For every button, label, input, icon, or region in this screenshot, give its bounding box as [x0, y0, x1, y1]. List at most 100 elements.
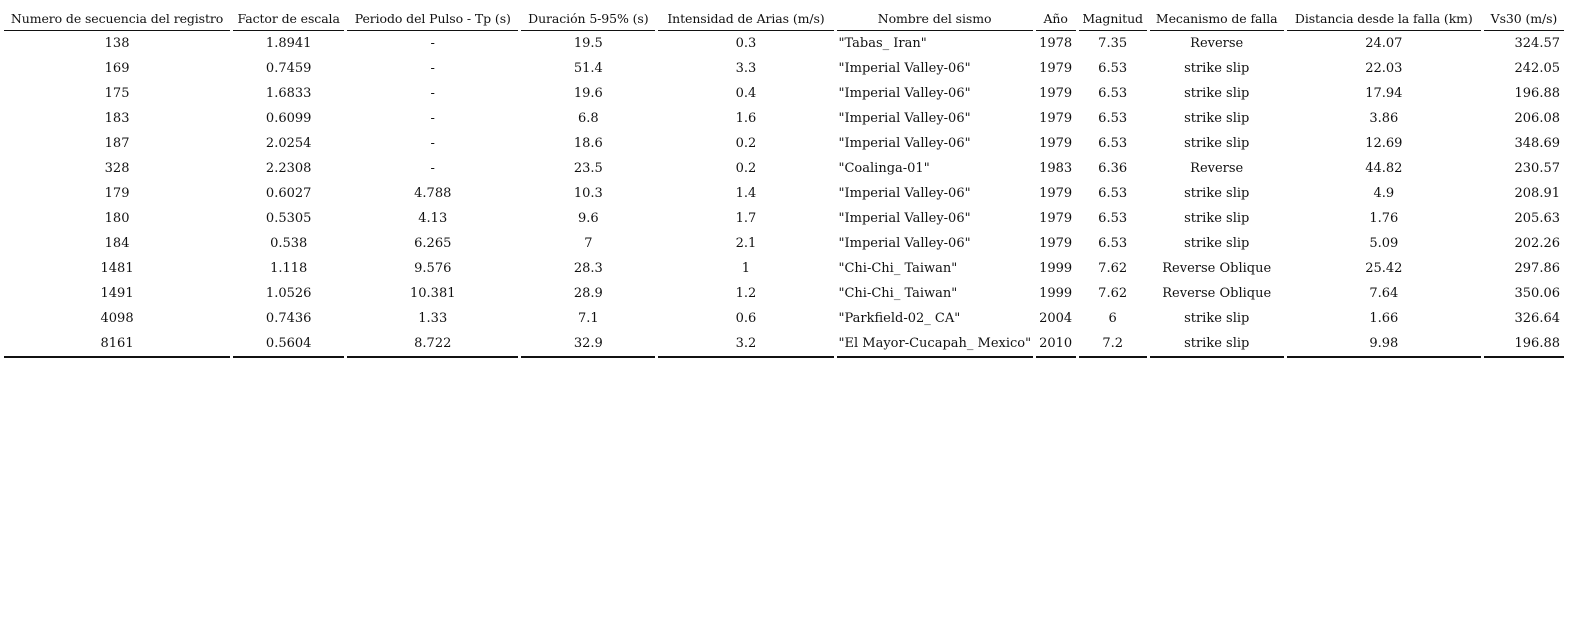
- cell-fault-distance: 12.69: [1365, 136, 1403, 151]
- cell-record-number: 179: [104, 186, 130, 201]
- cell-year: 1979: [1039, 111, 1073, 126]
- cell-pulse-period: -: [430, 36, 435, 51]
- cell-fault-mechanism: strike slip: [1184, 186, 1250, 201]
- header-row: Numero de secuencia del registro Factor d…: [4, 6, 1564, 31]
- table-row: 169 0.7459 - 51.4 3.3 "Imperial Valley-06" 197…: [4, 56, 1564, 81]
- cell-arias-intensity: 1: [741, 261, 751, 276]
- cell-arias-intensity: 3.2: [658, 331, 834, 358]
- cell-arias-intensity: 0.6: [735, 311, 757, 326]
- col-header-year: Año: [1035, 6, 1076, 31]
- cell-scale-factor: 2.2308: [265, 161, 312, 176]
- table-row: 1491 1.0526 10.381 28.9 1.2 "Chi-Chi_ Taiwan"…: [4, 281, 1564, 306]
- cell-scale-factor: 0.538: [270, 236, 308, 251]
- cell-duration: 9.6: [578, 211, 599, 226]
- cell-year: 1979: [1039, 61, 1073, 76]
- col-header-record-number: Numero de secuencia del registro: [4, 6, 231, 31]
- cell-vs30: 242.05: [1514, 61, 1561, 76]
- cell-duration: 10.3: [573, 186, 603, 201]
- table-row: 8161 0.5604 8.722 32.9 3.2 "El Mayor-Cucapah_…: [4, 331, 1564, 358]
- cell-pulse-period: -: [430, 161, 435, 176]
- cell-vs30: 230.57: [1514, 161, 1561, 176]
- col-header-fault-mechanism: Mecanismo de falla: [1149, 6, 1284, 31]
- cell-magnitude: 6: [1108, 311, 1117, 326]
- cell-duration: 18.6: [573, 136, 603, 151]
- table-row: 138 1.8941 - 19.5 0.3 "Tabas_ Iran" 1978 7.35 Re…: [4, 31, 1564, 56]
- cell-year: 1999: [1039, 286, 1073, 301]
- cell-earthquake-name: "Imperial Valley-06": [838, 136, 971, 151]
- cell-arias-intensity: 1.7: [735, 211, 757, 226]
- cell-record-number: 187: [104, 136, 130, 151]
- cell-record-number: 180: [104, 211, 130, 226]
- cell-earthquake-name: "Chi-Chi_ Taiwan": [838, 286, 958, 301]
- records-table: Numero de secuencia del registro Factor d…: [1, 6, 1567, 358]
- cell-year: 1978: [1039, 36, 1073, 51]
- cell-earthquake-name: "Imperial Valley-06": [838, 86, 971, 101]
- cell-arias-intensity: 0.2: [735, 161, 757, 176]
- cell-fault-mechanism: Reverse Oblique: [1162, 286, 1272, 301]
- cell-magnitude: 7.62: [1098, 286, 1128, 301]
- cell-magnitude: 6.53: [1098, 86, 1128, 101]
- cell-arias-intensity: 0.4: [735, 86, 757, 101]
- cell-earthquake-name: "Imperial Valley-06": [838, 211, 971, 226]
- cell-magnitude: 7.62: [1098, 261, 1128, 276]
- cell-pulse-period: 10.381: [410, 286, 456, 301]
- cell-magnitude: 6.36: [1098, 161, 1128, 176]
- table-row: 4098 0.7436 1.33 7.1 0.6 "Parkfield-02_ CA" 20…: [4, 306, 1564, 331]
- cell-scale-factor: 0.5305: [265, 211, 312, 226]
- cell-duration: 6.8: [578, 111, 599, 126]
- cell-scale-factor: 1.118: [270, 261, 308, 276]
- cell-fault-mechanism: Reverse Oblique: [1162, 261, 1272, 276]
- cell-arias-intensity: 1.2: [735, 286, 757, 301]
- col-header-fault-distance: Distancia desde la falla (km): [1286, 6, 1481, 31]
- cell-fault-mechanism: strike slip: [1149, 331, 1284, 358]
- cell-earthquake-name: "Tabas_ Iran": [838, 36, 927, 51]
- cell-record-number: 184: [104, 236, 130, 251]
- cell-fault-mechanism: strike slip: [1184, 236, 1250, 251]
- cell-magnitude: 6.53: [1098, 211, 1128, 226]
- cell-pulse-period: 9.576: [414, 261, 452, 276]
- cell-year: 2004: [1039, 311, 1073, 326]
- cell-fault-distance: 1.76: [1369, 211, 1399, 226]
- cell-record-number: 138: [104, 36, 130, 51]
- cell-duration: 23.5: [573, 161, 603, 176]
- cell-record-number: 1491: [100, 286, 134, 301]
- cell-fault-mechanism: strike slip: [1184, 111, 1250, 126]
- cell-scale-factor: 0.5604: [233, 331, 345, 358]
- cell-record-number: 4098: [100, 311, 134, 326]
- cell-vs30: 297.86: [1514, 261, 1561, 276]
- cell-record-number: 169: [104, 61, 130, 76]
- cell-arias-intensity: 0.2: [735, 136, 757, 151]
- cell-fault-mechanism: strike slip: [1184, 61, 1250, 76]
- cell-scale-factor: 1.8941: [265, 36, 312, 51]
- cell-duration: 7: [584, 236, 593, 251]
- table-row: 184 0.538 6.265 7 2.1 "Imperial Valley-06" 197…: [4, 231, 1564, 256]
- cell-fault-distance: 4.9: [1373, 186, 1395, 201]
- table-row: 180 0.5305 4.13 9.6 1.7 "Imperial Valley-06" 1…: [4, 206, 1564, 231]
- cell-arias-intensity: 2.1: [735, 236, 757, 251]
- col-header-pulse-period: Periodo del Pulso - Tp (s): [347, 6, 519, 31]
- cell-duration: 51.4: [573, 61, 603, 76]
- cell-fault-mechanism: Reverse: [1190, 36, 1244, 51]
- cell-record-number: 8161: [4, 331, 231, 358]
- cell-magnitude: 6.53: [1098, 111, 1128, 126]
- cell-fault-distance: 9.98: [1286, 331, 1481, 358]
- cell-pulse-period: 4.13: [418, 211, 448, 226]
- cell-scale-factor: 0.7459: [265, 61, 312, 76]
- cell-vs30: 202.26: [1514, 236, 1561, 251]
- cell-earthquake-name: "Imperial Valley-06": [838, 186, 971, 201]
- cell-earthquake-name: "Coalinga-01": [838, 161, 930, 176]
- table-row: 328 2.2308 - 23.5 0.2 "Coalinga-01" 1983 6.36 Re…: [4, 156, 1564, 181]
- cell-magnitude: 7.2: [1078, 331, 1147, 358]
- cell-year: 1979: [1039, 136, 1073, 151]
- cell-fault-mechanism: strike slip: [1184, 311, 1250, 326]
- cell-magnitude: 7.35: [1098, 36, 1128, 51]
- cell-vs30: 350.06: [1514, 286, 1561, 301]
- cell-vs30: 324.57: [1514, 36, 1561, 51]
- cell-scale-factor: 1.6833: [265, 86, 312, 101]
- cell-scale-factor: 0.6099: [265, 111, 312, 126]
- cell-duration: 32.9: [521, 331, 656, 358]
- cell-fault-distance: 5.09: [1369, 236, 1399, 251]
- col-header-scale-factor: Factor de escala: [233, 6, 345, 31]
- cell-duration: 7.1: [578, 311, 599, 326]
- col-header-arias-intensity: Intensidad de Arias (m/s): [658, 6, 834, 31]
